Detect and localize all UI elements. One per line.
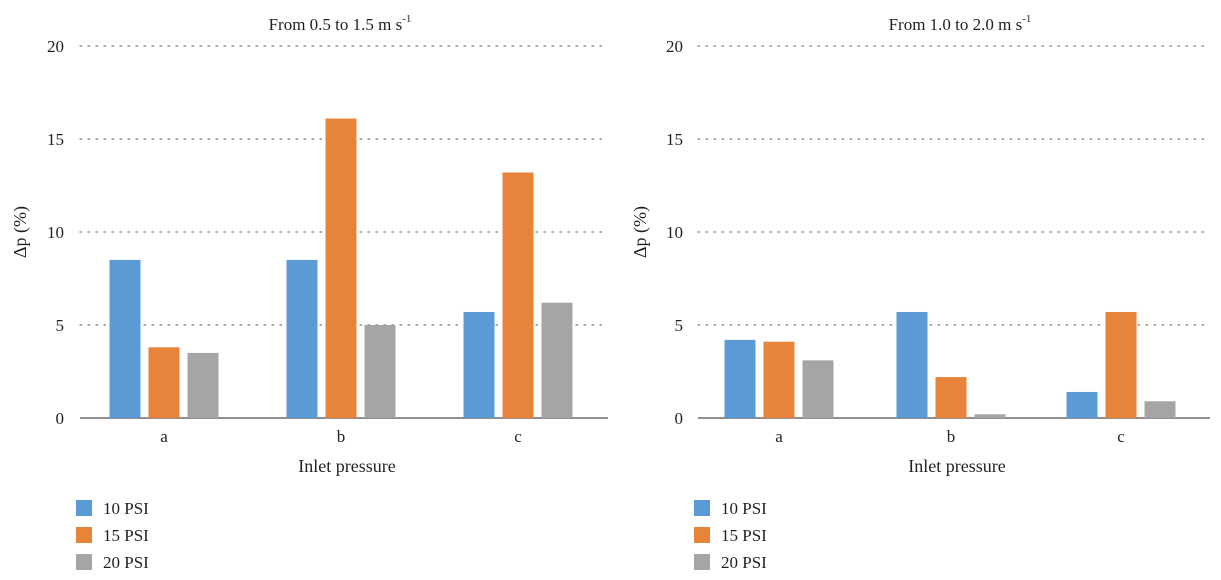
- y-tick-label: 0: [56, 409, 65, 428]
- legend-label: 15 PSI: [103, 526, 149, 545]
- bar-10-psi-b: [286, 259, 318, 418]
- bar-10-psi-a: [109, 259, 141, 418]
- y-tick-label: 20: [47, 37, 64, 56]
- legend-label: 10 PSI: [103, 499, 149, 518]
- legend-swatch: [76, 527, 92, 543]
- chart-title-text: From 0.5 to 1.5 m s: [269, 15, 403, 34]
- y-tick-label: 5: [56, 316, 65, 335]
- y-tick-label: 15: [47, 130, 64, 149]
- x-axis-label: Inlet pressure: [298, 456, 395, 476]
- bar-10-psi-c: [463, 311, 495, 418]
- bar-15-psi-b: [325, 118, 357, 418]
- y-axis-label: Δp (%): [10, 206, 31, 258]
- legend-label: 20 PSI: [103, 553, 149, 572]
- bar-15-psi-a: [148, 347, 180, 418]
- bar-20-psi-b: [364, 325, 396, 418]
- x-tick-label: c: [514, 427, 522, 446]
- y-tick-label: 10: [47, 223, 64, 242]
- legend-swatch: [76, 500, 92, 516]
- chart-title-superscript: -1: [402, 13, 411, 25]
- bar-20-psi-a: [187, 352, 219, 418]
- bar-20-psi-c: [541, 302, 573, 418]
- x-tick-label: a: [160, 427, 168, 446]
- chart-title: From 0.5 to 1.5 m s-1: [269, 13, 412, 34]
- bar-15-psi-c: [502, 172, 534, 418]
- legend-swatch: [76, 554, 92, 570]
- x-tick-label: b: [337, 427, 346, 446]
